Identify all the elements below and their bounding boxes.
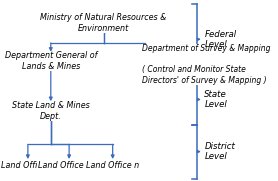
Text: Department General of
Lands & Mines: Department General of Lands & Mines: [4, 51, 97, 71]
Text: Land Office 2 ...: Land Office 2 ...: [38, 161, 101, 170]
Text: State Land & Mines
Dept.: State Land & Mines Dept.: [12, 102, 90, 121]
Text: Federal
Level: Federal Level: [204, 30, 237, 49]
Text: Land Office 1: Land Office 1: [1, 161, 54, 170]
Text: Ministry of Natural Resources &
Environment: Ministry of Natural Resources & Environm…: [40, 13, 167, 33]
Text: Department of Survey & Mapping

( Control and Monitor State
Directors' of Survey: Department of Survey & Mapping ( Control…: [143, 44, 271, 85]
Text: District
Level: District Level: [204, 142, 235, 161]
Text: Land Office n: Land Office n: [86, 161, 139, 170]
Text: State
Level: State Level: [204, 90, 227, 109]
